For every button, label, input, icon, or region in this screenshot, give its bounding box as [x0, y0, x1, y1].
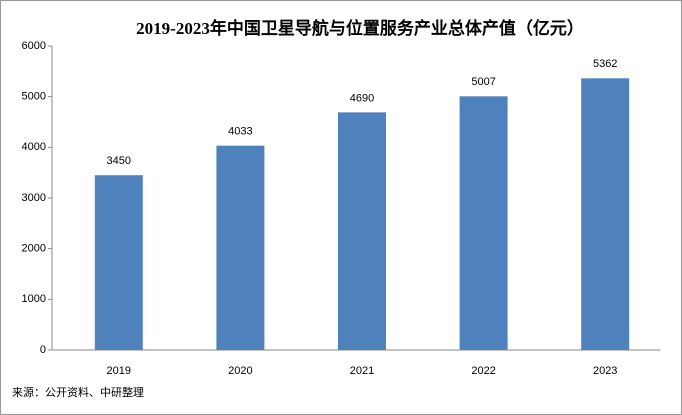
bar — [216, 145, 265, 350]
y-tick-label: 0 — [40, 344, 46, 356]
y-tick-label: 1000 — [22, 293, 46, 305]
source-note: 来源：公开资料、中研整理 — [12, 385, 144, 399]
x-tick-label: 2020 — [228, 365, 252, 377]
value-label: 5007 — [471, 76, 495, 88]
bar — [94, 175, 143, 350]
value-label: 4033 — [228, 126, 252, 138]
y-tick-label: 2000 — [22, 243, 46, 255]
value-label: 4690 — [350, 92, 374, 104]
bar — [338, 112, 386, 350]
bar — [459, 96, 508, 350]
y-tick-label: 3000 — [22, 192, 46, 204]
x-tick-label: 2023 — [593, 365, 617, 377]
y-tick-label: 6000 — [22, 40, 46, 52]
x-tick-label: 2021 — [350, 365, 374, 377]
value-label: 5362 — [593, 58, 617, 70]
y-tick-label: 5000 — [22, 91, 46, 103]
x-tick-label: 2022 — [471, 365, 495, 377]
chart-title: 2019-2023年中国卫星导航与位置服务产业总体产值（亿元） — [136, 18, 584, 38]
x-tick-label: 2019 — [107, 365, 131, 377]
y-tick-label: 4000 — [22, 141, 46, 153]
value-label: 3450 — [107, 155, 131, 167]
bar — [581, 78, 630, 351]
